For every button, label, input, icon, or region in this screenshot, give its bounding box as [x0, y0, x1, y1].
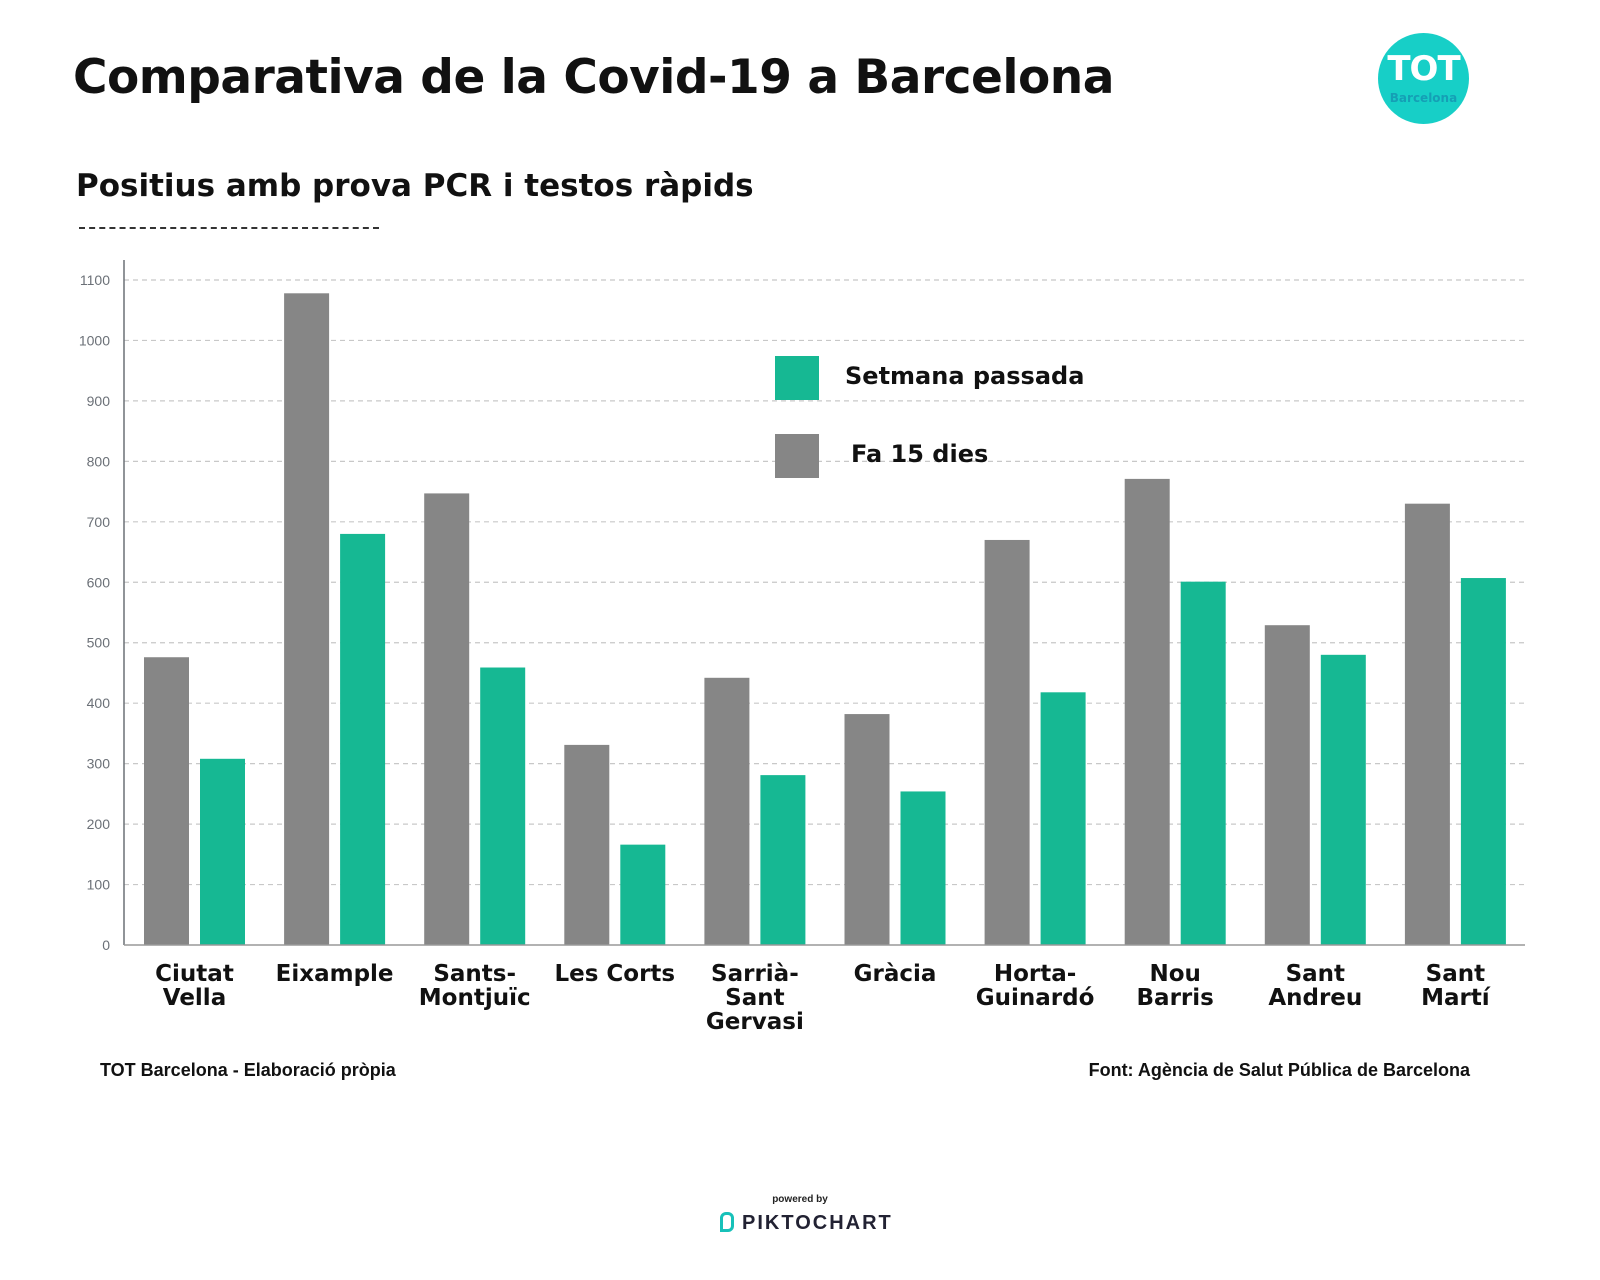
x-tick-label: Sant Andreu	[1268, 961, 1363, 1011]
x-tick-label: Nou Barris	[1136, 961, 1214, 1011]
piktochart-brand: PIKTOCHART	[742, 1212, 893, 1234]
y-tick-label: 400	[87, 695, 111, 711]
legend-label-setmana-passada: Setmana passada	[845, 362, 1085, 390]
legend-swatch-setmana-passada	[775, 356, 819, 400]
x-tick-label: Horta- Guinardó	[975, 961, 1095, 1011]
bar-setmana-passada	[620, 844, 666, 945]
bar-setmana-passada	[760, 775, 806, 945]
y-tick-label: 100	[87, 877, 111, 893]
bar-fa-15-dies	[144, 657, 189, 945]
bar-setmana-passada	[1460, 578, 1506, 945]
logo-main-text: TOT	[1387, 49, 1460, 89]
chart-subtitle: Positius amb prova PCR i testos ràpids	[76, 168, 754, 204]
bar-fa-15-dies	[284, 293, 330, 945]
bar-setmana-passada	[1180, 581, 1226, 945]
y-tick-label: 1000	[79, 332, 110, 348]
bar-setmana-passada	[200, 758, 245, 945]
bar-fa-15-dies	[844, 714, 890, 945]
page-title: Comparativa de la Covid-19 a Barcelona	[73, 50, 1114, 105]
credit-text: TOT Barcelona - Elaboració pròpia	[100, 1060, 396, 1080]
bar-fa-15-dies	[704, 677, 750, 945]
x-tick-label: Sant Martí	[1421, 961, 1490, 1011]
x-tick-label: Gràcia	[853, 961, 937, 987]
y-tick-label: 0	[102, 937, 110, 953]
bar-fa-15-dies	[564, 744, 610, 945]
piktochart-logo-icon	[720, 1212, 734, 1232]
powered-by-text: powered by	[772, 1194, 828, 1205]
bars	[144, 293, 1506, 945]
bar-setmana-passada	[1040, 692, 1086, 945]
y-tick-label: 1100	[80, 272, 110, 288]
legend-label-fa-15-dies: Fa 15 dies	[851, 440, 989, 468]
bar-setmana-passada	[480, 667, 526, 945]
bar-setmana-passada	[340, 533, 386, 945]
bar-fa-15-dies	[1404, 503, 1450, 945]
bar-setmana-passada	[900, 791, 946, 945]
logo-sub-text: Barcelona	[1389, 91, 1458, 105]
y-tick-label: 300	[87, 756, 111, 772]
tot-barcelona-logo: TOT Barcelona	[1378, 33, 1469, 124]
bar-setmana-passada	[1320, 654, 1366, 945]
y-tick-label: 900	[87, 393, 111, 409]
y-tick-label: 800	[87, 453, 111, 469]
y-tick-label: 600	[87, 574, 111, 590]
x-tick-label: Eixample	[275, 961, 394, 987]
y-axis-ticks: 0 100 200 300 400 500 600 700 800 900 1000 1100	[79, 272, 110, 953]
subtitle-divider	[79, 227, 379, 229]
x-tick-label: Sants- Montjuïc	[418, 961, 531, 1011]
bar-fa-15-dies	[424, 493, 470, 945]
y-tick-label: 700	[87, 514, 111, 530]
gridlines	[124, 279, 1525, 886]
y-tick-label: 200	[87, 816, 111, 832]
source-text: Font: Agència de Salut Pública de Barcel…	[1088, 1060, 1470, 1080]
bar-fa-15-dies	[1124, 478, 1170, 945]
x-tick-label: Ciutat Vella	[155, 961, 234, 1011]
x-tick-label: Les Corts	[554, 961, 676, 987]
x-tick-label: Sarrià- Sant Gervasi	[705, 961, 804, 1035]
y-tick-label: 500	[87, 635, 111, 651]
bar-fa-15-dies	[1264, 625, 1310, 945]
legend-swatch-fa-15-dies	[775, 434, 819, 478]
bar-fa-15-dies	[984, 539, 1030, 945]
